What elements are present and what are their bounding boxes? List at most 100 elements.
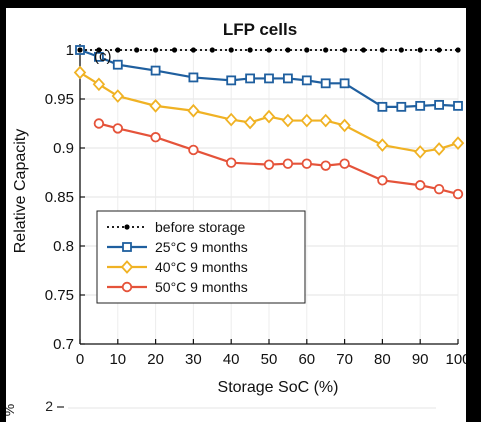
series-1-point-10 — [320, 78, 331, 89]
series-3-point-5 — [263, 159, 275, 170]
lower-panel-ylabel-fragment: % — [6, 404, 17, 416]
series-3-point-0 — [93, 118, 105, 129]
legend: before storage 25°C 9 months 40°C 9 months… — [96, 210, 306, 304]
series-2-point-11 — [338, 118, 351, 133]
series-2-point-2 — [111, 89, 125, 103]
series-0-point-2 — [115, 47, 121, 53]
legend-label-2: 40°C 9 months — [155, 259, 248, 275]
series-3-point-11 — [415, 180, 426, 191]
x-tick-label-9: 90 — [412, 351, 429, 368]
series-1-point-5 — [226, 75, 237, 86]
series-3-point-3 — [188, 144, 199, 156]
y-axis-label: Relative Capacity — [12, 129, 29, 254]
series-2-point-13 — [413, 145, 427, 159]
series-1-point-4 — [188, 72, 199, 83]
series-0-point-9 — [247, 47, 253, 53]
series-1-point-12 — [377, 101, 388, 112]
series-3-point-4 — [225, 157, 237, 168]
series-1-point-3 — [150, 65, 161, 76]
series-0-point-18 — [417, 47, 423, 53]
series-2-point-14 — [432, 142, 446, 156]
data-series — [73, 45, 465, 200]
series-0-point-7 — [209, 47, 215, 53]
y-tick-label-4: 0.9 — [53, 140, 74, 157]
series-0-point-14 — [342, 47, 348, 53]
figure-panel: LFP cells 0.7 0.75 0.8 0.85 0.9 0.95 1 0 10 20 30 4… — [6, 8, 466, 422]
x-tick-label-0: 0 — [76, 351, 84, 368]
x-axis-label: Storage SoC (%) — [218, 379, 339, 396]
series-2-point-12 — [376, 138, 389, 152]
series-1-point-1 — [94, 51, 104, 62]
legend-label-1: 25°C 9 months — [155, 239, 248, 255]
series-3 — [93, 118, 464, 200]
axes — [79, 44, 459, 345]
series-1-point-13 — [396, 101, 407, 112]
series-3-line — [98, 122, 459, 196]
series-3-point-13 — [452, 188, 464, 200]
series-0 — [77, 47, 461, 53]
series-2-point-0 — [73, 65, 87, 80]
series-0-point-1 — [96, 47, 102, 53]
series-2-point-5 — [224, 112, 238, 127]
y-tick-label-5: 0.95 — [45, 91, 74, 108]
series-0-point-0 — [77, 47, 83, 53]
series-0-point-8 — [228, 47, 234, 53]
series-1-point-2 — [112, 59, 123, 70]
x-tick-label-5: 50 — [261, 351, 278, 368]
series-2-point-8 — [281, 113, 295, 128]
y-tick-label-0: 0.7 — [53, 336, 74, 353]
series-0-point-10 — [266, 47, 272, 53]
series-0-point-20 — [455, 47, 461, 53]
series-1-point-9 — [301, 75, 312, 86]
series-1-point-15 — [434, 99, 445, 110]
x-tick-label-7: 70 — [336, 351, 353, 368]
series-2-point-4 — [187, 103, 200, 118]
y-tick-label-1: 0.75 — [45, 287, 74, 304]
x-tick-label-10: 100 — [445, 351, 466, 368]
panel-tag: (c) — [94, 48, 112, 65]
series-0-point-19 — [436, 47, 442, 53]
series-2-point-1 — [92, 77, 106, 92]
legend-marker-1 — [122, 242, 132, 252]
series-2-point-6 — [243, 115, 257, 130]
y-tick-label-2: 0.8 — [53, 238, 74, 255]
series-0-point-5 — [171, 47, 178, 53]
legend-marker-0 — [124, 224, 130, 230]
x-tick-label-2: 20 — [147, 351, 164, 368]
series-2-point-9 — [300, 113, 314, 128]
series-3-point-6 — [282, 158, 294, 169]
series-3-point-12 — [433, 183, 445, 195]
series-0-point-13 — [323, 47, 329, 53]
series-2-line — [79, 71, 459, 154]
series-0-point-12 — [304, 47, 310, 53]
series-3-point-10 — [377, 175, 388, 186]
legend-label-0: before storage — [155, 219, 245, 235]
y-tick-label-6: 1 — [66, 42, 74, 59]
series-3-point-7 — [301, 158, 313, 169]
series-3-point-9 — [339, 158, 350, 169]
x-tick-label-4: 40 — [223, 351, 240, 368]
series-0-point-4 — [153, 47, 159, 53]
series-0-point-15 — [360, 47, 367, 53]
x-tick-label-1: 10 — [109, 351, 126, 368]
series-0-point-3 — [134, 47, 140, 53]
series-2 — [73, 65, 465, 159]
legend-marker-2 — [120, 260, 134, 274]
series-1-point-7 — [264, 73, 274, 84]
series-3-point-8 — [320, 160, 331, 171]
series-1-point-8 — [282, 73, 293, 84]
y-tick-label-3: 0.85 — [45, 189, 74, 206]
series-1-point-14 — [415, 100, 426, 111]
series-1 — [75, 45, 463, 112]
lower-panel-tick: 2 — [45, 398, 53, 414]
series-0-point-17 — [398, 47, 404, 53]
series-0-point-6 — [190, 47, 196, 53]
legend-marker-3 — [121, 281, 133, 293]
x-tick-label-3: 30 — [185, 351, 202, 368]
legend-label-3: 50°C 9 months — [155, 279, 248, 295]
series-2-point-10 — [319, 113, 332, 128]
x-tick-label-6: 60 — [298, 351, 315, 368]
lower-panel-fragment: % 2 — [6, 398, 436, 416]
